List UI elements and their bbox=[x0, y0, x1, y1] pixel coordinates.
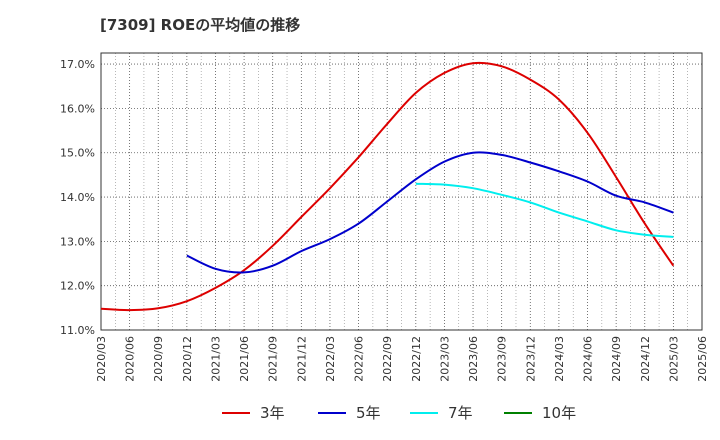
legend-label: 10年 bbox=[542, 404, 577, 422]
x-tick-label: 2022/03 bbox=[324, 336, 337, 382]
legend-swatch bbox=[318, 411, 346, 414]
chart-legend: 3年 5年 7年 10年 bbox=[0, 402, 720, 426]
x-tick-label: 2023/09 bbox=[496, 336, 509, 382]
y-tick-label: 11.0% bbox=[60, 324, 95, 337]
legend-item: 3年 bbox=[222, 402, 285, 423]
x-tick-label: 2025/06 bbox=[696, 336, 709, 382]
x-tick-label: 2020/06 bbox=[124, 336, 137, 382]
legend-label: 7年 bbox=[448, 404, 473, 422]
x-tick-label: 2025/03 bbox=[667, 336, 680, 382]
y-tick-label: 14.0% bbox=[60, 191, 95, 204]
y-tick-label: 15.0% bbox=[60, 147, 95, 160]
y-tick-label: 12.0% bbox=[60, 280, 95, 293]
chart-title: [7309] ROEの平均値の推移 bbox=[100, 16, 301, 34]
plot-frame bbox=[100, 52, 703, 331]
x-tick-label: 2024/12 bbox=[639, 336, 652, 382]
x-tick-label: 2021/09 bbox=[267, 336, 280, 382]
x-tick-label: 2024/06 bbox=[582, 336, 595, 382]
x-tick-label: 2020/03 bbox=[95, 336, 108, 382]
legend-label: 5年 bbox=[356, 404, 381, 422]
series-line-3 bbox=[415, 182, 674, 238]
legend-item: 5年 bbox=[318, 402, 381, 423]
legend-swatch bbox=[222, 411, 250, 414]
x-tick-label: 2022/12 bbox=[410, 336, 423, 382]
x-tick-label: 2021/06 bbox=[238, 336, 251, 382]
legend-swatch bbox=[504, 411, 532, 414]
legend-item: 7年 bbox=[410, 402, 473, 423]
x-tick-label: 2023/06 bbox=[467, 336, 480, 382]
series-line-2 bbox=[186, 151, 674, 274]
legend-label: 3年 bbox=[260, 404, 285, 422]
x-tick-label: 2020/12 bbox=[181, 336, 194, 382]
x-tick-label: 2024/09 bbox=[610, 336, 623, 382]
x-tick-label: 2022/09 bbox=[381, 336, 394, 382]
y-tick-label: 13.0% bbox=[60, 235, 95, 248]
x-tick-label: 2021/12 bbox=[295, 336, 308, 382]
x-tick-label: 2023/03 bbox=[438, 336, 451, 382]
y-tick-label: 17.0% bbox=[60, 58, 95, 71]
x-tick-label: 2020/09 bbox=[152, 336, 165, 382]
legend-swatch bbox=[410, 411, 438, 414]
legend-item: 10年 bbox=[504, 402, 576, 423]
x-tick-label: 2023/12 bbox=[524, 336, 537, 382]
x-tick-label: 2024/03 bbox=[553, 336, 566, 382]
y-tick-label: 16.0% bbox=[60, 102, 95, 115]
x-tick-label: 2021/03 bbox=[209, 336, 222, 382]
series-line-1 bbox=[100, 61, 675, 312]
x-tick-label: 2022/06 bbox=[353, 336, 366, 382]
